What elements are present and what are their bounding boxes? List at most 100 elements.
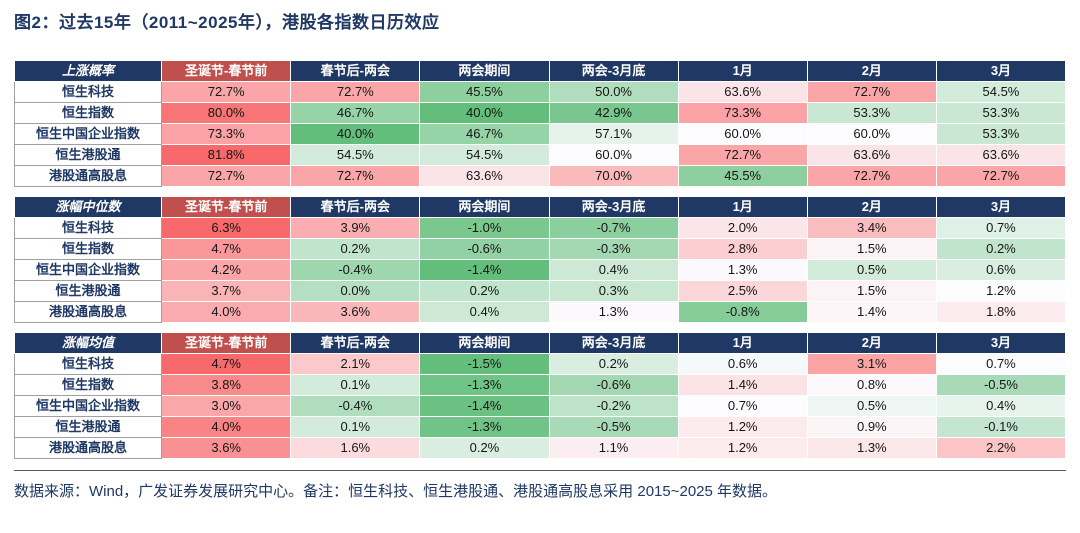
row-label: 恒生中国企业指数 (13, 395, 163, 417)
value-cell: 3.4% (806, 217, 937, 239)
value-cell: 63.6% (935, 144, 1067, 166)
value-cell: 0.6% (935, 259, 1067, 281)
row-label: 恒生科技 (13, 353, 163, 375)
table-row: 恒生中国企业指数 3.0% -0.4% -1.4% -0.2% 0.7% 0.5% 0.4% (13, 395, 1067, 417)
table-row: 恒生科技 72.7% 72.7% 45.5% 50.0% 63.6% 72.7% 54.5% (13, 81, 1067, 103)
value-cell: 1.3% (548, 301, 679, 323)
row-label: 恒生科技 (13, 81, 163, 103)
value-cell: 0.2% (290, 238, 421, 260)
value-cell: 0.2% (419, 280, 550, 302)
column-header: 两会-3月底 (548, 332, 679, 354)
figure-container: 图2：过去15年（2011~2025年），港股各指数日历效应 上涨概率 圣诞节-春… (13, 13, 1067, 500)
value-cell: 81.8% (161, 144, 292, 166)
value-cell: 60.0% (677, 123, 808, 145)
value-cell: 0.4% (548, 259, 679, 281)
column-header: 两会期间 (419, 196, 550, 218)
value-cell: 1.3% (806, 437, 937, 459)
value-cell: 50.0% (548, 81, 679, 103)
row-label: 港股通高股息 (13, 437, 163, 459)
column-header: 3月 (935, 60, 1067, 82)
value-cell: 72.7% (161, 81, 292, 103)
table-row: 恒生指数 3.8% 0.1% -1.3% -0.6% 1.4% 0.8% -0.5% (13, 374, 1067, 396)
value-cell: 72.7% (806, 81, 937, 103)
column-header: 春节后-两会 (290, 60, 421, 82)
value-cell: 3.7% (161, 280, 292, 302)
value-cell: 3.8% (161, 374, 292, 396)
value-cell: 0.8% (806, 374, 937, 396)
column-header: 1月 (677, 332, 808, 354)
value-cell: 46.7% (290, 102, 421, 124)
value-cell: 0.2% (935, 238, 1067, 260)
table-row: 恒生港股通 4.0% 0.1% -1.3% -0.5% 1.2% 0.9% -0.1% (13, 416, 1067, 438)
value-cell: 42.9% (548, 102, 679, 124)
value-cell: 0.2% (548, 353, 679, 375)
value-cell: 72.7% (677, 144, 808, 166)
table-title: 上涨概率 (13, 60, 163, 82)
value-cell: -1.4% (419, 259, 550, 281)
value-cell: 4.0% (161, 301, 292, 323)
value-cell: 0.7% (935, 217, 1067, 239)
value-cell: 0.5% (806, 259, 937, 281)
value-cell: 1.2% (677, 437, 808, 459)
value-cell: 57.1% (548, 123, 679, 145)
value-cell: 73.3% (677, 102, 808, 124)
value-cell: -1.5% (419, 353, 550, 375)
value-cell: 1.2% (935, 280, 1067, 302)
value-cell: 4.0% (161, 416, 292, 438)
value-cell: -0.4% (290, 259, 421, 281)
value-cell: 63.6% (806, 144, 937, 166)
row-label: 恒生科技 (13, 217, 163, 239)
heatmap-table-3: 涨幅均值 圣诞节-春节前 春节后-两会 两会期间 两会-3月底 1月 2月 3月 恒生科技 4.7… (13, 332, 1067, 459)
value-cell: -0.6% (548, 374, 679, 396)
value-cell: 2.1% (290, 353, 421, 375)
value-cell: 72.7% (290, 81, 421, 103)
value-cell: 63.6% (677, 81, 808, 103)
value-cell: 0.3% (548, 280, 679, 302)
column-header: 2月 (806, 60, 937, 82)
value-cell: -1.3% (419, 416, 550, 438)
table-row: 恒生科技 6.3% 3.9% -1.0% -0.7% 2.0% 3.4% 0.7% (13, 217, 1067, 239)
value-cell: 3.6% (290, 301, 421, 323)
column-header: 2月 (806, 196, 937, 218)
table-row: 恒生港股通 81.8% 54.5% 54.5% 60.0% 72.7% 63.6% 63.6% (13, 144, 1067, 166)
table-row: 恒生科技 4.7% 2.1% -1.5% 0.2% 0.6% 3.1% 0.7% (13, 353, 1067, 375)
value-cell: 53.3% (935, 102, 1067, 124)
value-cell: 3.9% (290, 217, 421, 239)
column-header: 两会期间 (419, 60, 550, 82)
value-cell: 80.0% (161, 102, 292, 124)
column-header: 1月 (677, 196, 808, 218)
value-cell: 40.0% (419, 102, 550, 124)
value-cell: 2.8% (677, 238, 808, 260)
column-header: 春节后-两会 (290, 196, 421, 218)
tables-area: 上涨概率 圣诞节-春节前 春节后-两会 两会期间 两会-3月底 1月 2月 3月 恒生科技 72.… (13, 60, 1067, 459)
value-cell: 72.7% (935, 165, 1067, 187)
value-cell: -0.6% (419, 238, 550, 260)
value-cell: 1.8% (935, 301, 1067, 323)
column-header: 两会-3月底 (548, 60, 679, 82)
value-cell: 3.0% (161, 395, 292, 417)
value-cell: 0.1% (290, 374, 421, 396)
heatmap-table-1: 上涨概率 圣诞节-春节前 春节后-两会 两会期间 两会-3月底 1月 2月 3月 恒生科技 72.… (13, 60, 1067, 187)
value-cell: 54.5% (935, 81, 1067, 103)
value-cell: -0.4% (290, 395, 421, 417)
value-cell: 0.4% (935, 395, 1067, 417)
column-header: 圣诞节-春节前 (161, 332, 292, 354)
value-cell: -1.0% (419, 217, 550, 239)
value-cell: 0.2% (419, 437, 550, 459)
value-cell: 1.5% (806, 238, 937, 260)
row-label: 恒生港股通 (13, 280, 163, 302)
row-label: 港股通高股息 (13, 165, 163, 187)
value-cell: 45.5% (419, 81, 550, 103)
row-label: 恒生中国企业指数 (13, 123, 163, 145)
table-row: 港股通高股息 72.7% 72.7% 63.6% 70.0% 45.5% 72.7% 72.7… (13, 165, 1067, 187)
value-cell: 1.3% (677, 259, 808, 281)
header-row: 涨幅中位数 圣诞节-春节前 春节后-两会 两会期间 两会-3月底 1月 2月 3月 (13, 196, 1067, 218)
row-label: 恒生港股通 (13, 144, 163, 166)
value-cell: 54.5% (419, 144, 550, 166)
value-cell: 0.4% (419, 301, 550, 323)
value-cell: 73.3% (161, 123, 292, 145)
source-note: 数据来源：Wind，广发证券发展研究中心。备注：恒生科技、恒生港股通、港股通高股… (14, 483, 778, 500)
value-cell: 0.7% (677, 395, 808, 417)
value-cell: 0.6% (677, 353, 808, 375)
value-cell: 2.5% (677, 280, 808, 302)
